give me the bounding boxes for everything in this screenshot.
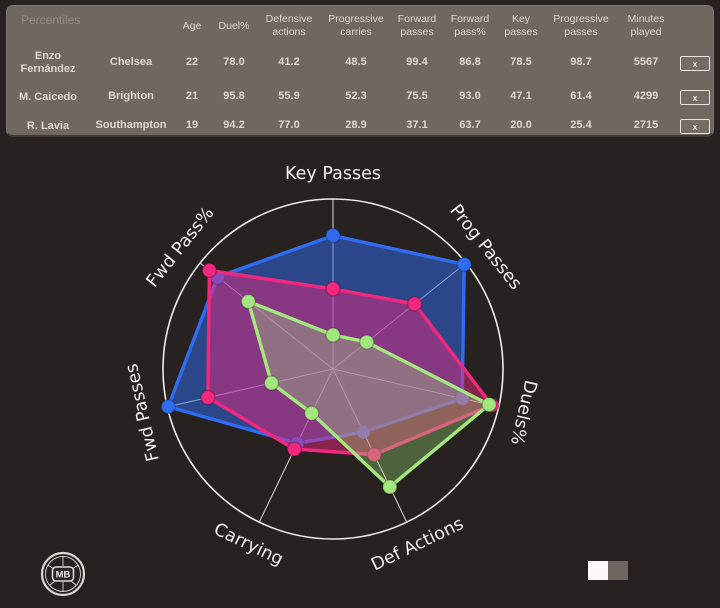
axis-label-fwd-pass: Fwd Pass% <box>143 204 219 292</box>
player-name: Enzo Fernández <box>20 50 76 75</box>
player-team: Chelsea <box>109 56 153 69</box>
column-header-progressive-carries: Progressive carries <box>328 13 384 38</box>
remove-player-button[interactable]: x <box>680 55 710 71</box>
stat-progressive-passes: 25.4 <box>570 119 592 132</box>
table-row: M. Caicedo Brighton 21 95.8 55.9 52.3 75… <box>7 80 713 114</box>
stat-progressive-passes: 61.4 <box>570 90 592 103</box>
stat-forward-pass-pct: 93.0 <box>459 90 481 103</box>
table-corner-label: Percentiles <box>21 13 81 27</box>
stat-progressive-passes: 98.7 <box>570 56 592 69</box>
logo-badge <box>51 566 75 582</box>
stat-age: 22 <box>185 56 199 69</box>
radar-point-r-lavia[interactable] <box>303 405 320 422</box>
radar-point-m-caicedo[interactable] <box>406 296 423 312</box>
player-name: R. Lavia <box>26 119 70 132</box>
column-header-key-passes: Key passes <box>504 13 538 38</box>
column-header-defensive-actions: Defensive actions <box>265 13 313 38</box>
percentiles-table: Percentiles Age Duel% Defensive actions … <box>6 5 714 137</box>
player-team: Southampton <box>95 119 167 132</box>
stat-progressive-carries: 48.5 <box>345 56 367 69</box>
remove-player-button[interactable]: x <box>680 89 710 105</box>
stat-progressive-carries: 28.9 <box>345 119 367 132</box>
axis-label-def-actions: Def Actions <box>368 514 467 575</box>
radar-point-r-lavia[interactable] <box>325 327 341 343</box>
stat-minutes-played: 5567 <box>633 56 659 69</box>
radar-point-r-lavia[interactable] <box>263 375 280 391</box>
stat-key-passes: 47.1 <box>510 90 532 103</box>
radar-point-m-caicedo[interactable] <box>325 281 341 297</box>
column-header-age: Age <box>182 19 202 32</box>
radar-point-m-caicedo[interactable] <box>201 262 218 279</box>
radar-area-r-lavia[interactable] <box>246 299 491 489</box>
stat-progressive-carries: 52.3 <box>345 90 367 103</box>
column-header-forward-pass-pct: Forward pass% <box>450 13 490 38</box>
column-header-duel-pct: Duel% <box>218 19 250 32</box>
axis-label-duels: Duels% <box>506 378 540 447</box>
stat-age: 19 <box>185 119 199 132</box>
stat-age: 21 <box>185 90 199 103</box>
theme-toggle[interactable] <box>588 561 628 580</box>
stat-defensive-actions: 55.9 <box>278 90 300 103</box>
column-header-minutes-played: Minutes played <box>627 13 665 38</box>
table-header-row: Percentiles Age Duel% Defensive actions … <box>7 6 713 46</box>
stat-forward-pass-pct: 63.7 <box>459 119 481 132</box>
logo-text: MB <box>56 570 71 581</box>
stat-minutes-played: 2715 <box>633 119 659 132</box>
stat-key-passes: 20.0 <box>510 119 532 132</box>
stat-defensive-actions: 77.0 <box>278 119 300 132</box>
table-row: R. Lavia Southampton 19 94.2 77.0 28.9 3… <box>7 114 713 138</box>
toggle-on-segment[interactable] <box>588 561 608 580</box>
stat-forward-passes: 37.1 <box>406 119 428 132</box>
radar-point-r-lavia[interactable] <box>240 293 257 310</box>
remove-player-button[interactable]: x <box>680 118 710 134</box>
stat-minutes-played: 4299 <box>633 90 659 103</box>
radar-point-enzo-fern-ndez[interactable] <box>355 424 372 440</box>
stat-forward-passes: 99.4 <box>406 56 428 69</box>
stat-duel-pct: 78.0 <box>223 56 245 69</box>
radar-point-r-lavia[interactable] <box>382 479 398 495</box>
stat-duel-pct: 94.2 <box>223 119 245 132</box>
stat-forward-passes: 75.5 <box>406 90 428 103</box>
stat-duel-pct: 95.8 <box>223 90 245 103</box>
radar-point-enzo-fern-ndez[interactable] <box>160 398 177 415</box>
stat-forward-pass-pct: 86.8 <box>459 56 481 69</box>
axis-label-carrying: Carrying <box>211 520 287 570</box>
radar-area-m-caicedo[interactable] <box>206 268 494 457</box>
mb-logo: MB <box>40 551 86 597</box>
radar-outer-circle <box>162 198 504 540</box>
radar-point-r-lavia[interactable] <box>359 334 375 350</box>
column-header-forward-passes: Forward passes <box>397 13 437 38</box>
column-header-progressive-passes: Progressive passes <box>553 13 609 38</box>
axis-label-key-passes: Key Passes <box>285 164 381 184</box>
stat-defensive-actions: 41.2 <box>278 56 300 69</box>
radar-point-m-caicedo[interactable] <box>366 446 382 463</box>
toggle-off-segment[interactable] <box>608 561 628 580</box>
logo-outer-ring <box>40 551 86 597</box>
table-row: Enzo Fernández Chelsea 22 78.0 41.2 48.5… <box>7 46 713 80</box>
radar-point-m-caicedo[interactable] <box>286 441 303 457</box>
player-team: Brighton <box>108 90 154 103</box>
radar-point-enzo-fern-ndez[interactable] <box>325 227 341 244</box>
radar-point-r-lavia[interactable] <box>481 396 497 413</box>
radar-point-enzo-fern-ndez[interactable] <box>456 256 472 273</box>
player-name: M. Caicedo <box>18 90 78 103</box>
stat-key-passes: 78.5 <box>510 56 532 69</box>
radar-point-m-caicedo[interactable] <box>200 389 216 406</box>
axis-label-fwd-passes: Fwd Passes <box>122 362 164 464</box>
